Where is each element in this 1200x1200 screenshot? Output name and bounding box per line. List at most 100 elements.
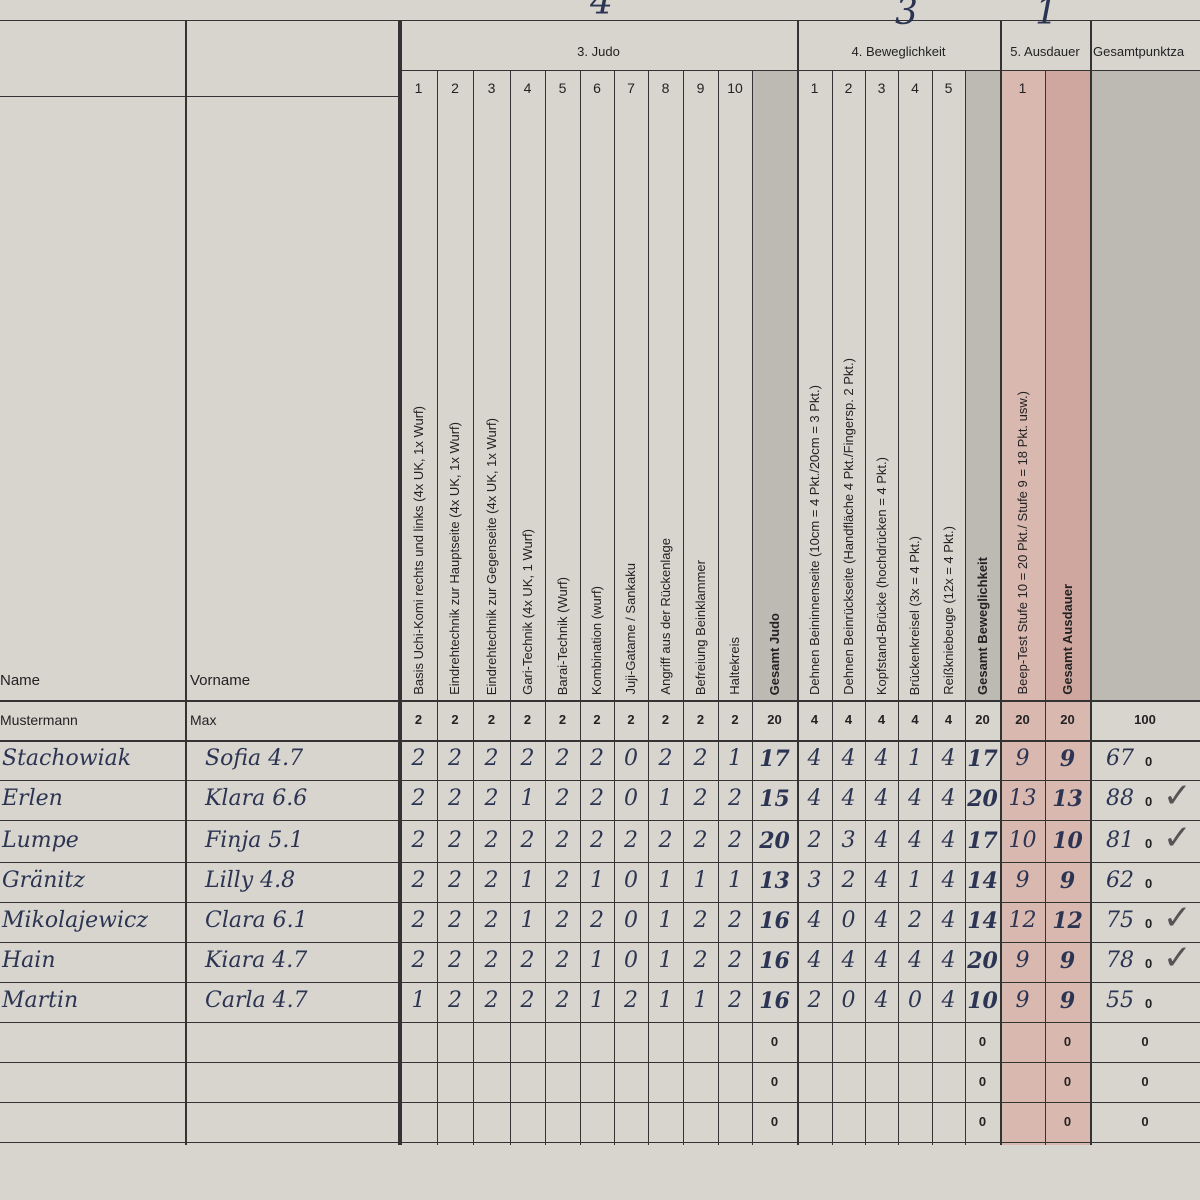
- score: 2: [555, 868, 570, 893]
- score: 2: [484, 948, 499, 973]
- column-header: Vorname: [190, 672, 251, 689]
- column-max: 2: [523, 712, 532, 727]
- score: 2: [728, 828, 742, 853]
- score: 1: [520, 786, 535, 811]
- section-total: 17: [967, 746, 998, 772]
- grid-line: [0, 820, 1200, 821]
- score: 4: [807, 746, 822, 771]
- score: 3: [841, 828, 856, 853]
- grid-line: [0, 1102, 1200, 1103]
- score: 4: [941, 988, 956, 1013]
- score: 4: [807, 786, 822, 811]
- student-vorname: Carla 4.7: [205, 988, 308, 1013]
- score: 4: [941, 746, 956, 771]
- grid-line: [683, 70, 684, 1145]
- score: 2: [448, 746, 462, 771]
- column-number: 7: [627, 80, 635, 96]
- column-max: 4: [877, 712, 886, 727]
- score: 2: [590, 828, 604, 853]
- score: 2: [590, 746, 604, 771]
- score: 2: [411, 786, 426, 811]
- column-label: Eindrehtechnik zur Gegenseite (4x UK, 1x…: [483, 417, 499, 695]
- score: 2: [411, 868, 426, 893]
- score: 2: [520, 828, 535, 853]
- column-number: 3: [877, 80, 886, 96]
- score: 12: [1008, 908, 1037, 933]
- student-name: Erlen: [2, 786, 63, 811]
- score: 1: [590, 948, 604, 973]
- score: 2: [807, 828, 822, 853]
- grid-line: [0, 862, 1200, 863]
- score: 2: [448, 948, 462, 973]
- section-total: 17: [759, 746, 790, 772]
- grid-line: [0, 740, 1200, 742]
- column-max: 2: [696, 712, 705, 727]
- grid-line: [1090, 20, 1092, 1145]
- score: 2: [693, 948, 708, 973]
- section-total: 15: [759, 786, 790, 812]
- column-max: 2: [627, 712, 635, 727]
- score: 1: [658, 786, 673, 811]
- score: 2: [411, 948, 426, 973]
- score: 2: [520, 948, 535, 973]
- column-label: Reißkniebeuge (12x = 4 Pkt.): [940, 526, 956, 695]
- score: 2: [555, 828, 570, 853]
- score: 1: [658, 868, 673, 893]
- grid-line: [0, 20, 1200, 21]
- student-vorname: Clara 6.1: [205, 908, 308, 933]
- score: 4: [941, 908, 956, 933]
- section-total: 13: [1052, 786, 1083, 812]
- grid-line: [0, 700, 1200, 702]
- score: 13: [1008, 786, 1037, 811]
- column-number: 4: [911, 80, 919, 96]
- student-vorname: Kiara 4.7: [205, 948, 308, 973]
- grand-total: 0: [1141, 1034, 1149, 1049]
- score: 4: [841, 948, 856, 973]
- column-max: 4: [911, 712, 919, 727]
- column-label: Dehnen Beinrückseite (Handfläche 4 Pkt./…: [840, 358, 856, 695]
- section-total: 10: [1052, 828, 1083, 854]
- grid-line: [1045, 70, 1046, 1145]
- score: 9: [1015, 988, 1030, 1013]
- score: 1: [728, 868, 742, 893]
- grid-line: [510, 70, 511, 1145]
- section-total: 0: [770, 1114, 779, 1129]
- column-number: 3: [487, 80, 496, 96]
- grid-line: [752, 70, 753, 1145]
- grid-line: [0, 96, 398, 97]
- section-total: 0: [978, 1034, 987, 1049]
- check-mark: ✓: [1163, 776, 1192, 816]
- score: 2: [484, 786, 499, 811]
- grid-line: [614, 70, 615, 1145]
- note: 0: [1145, 754, 1153, 769]
- note: 0: [1145, 956, 1153, 971]
- grid-line: [797, 20, 799, 1145]
- score: 2: [693, 908, 708, 933]
- grand-total: 0: [1141, 1114, 1149, 1129]
- column-max: 2: [451, 712, 459, 727]
- section-total: 10: [967, 988, 998, 1014]
- grand-total: 62: [1106, 868, 1134, 893]
- score: 2: [624, 988, 638, 1013]
- score: 0: [908, 988, 922, 1013]
- column-max: 2: [661, 712, 670, 727]
- column-label: Gari-Technik (4x UK, 1 Wurf): [519, 529, 535, 695]
- handwritten-mark: 1: [1035, 0, 1058, 33]
- section-total: 0: [1063, 1034, 1072, 1049]
- score: 4: [874, 988, 889, 1013]
- score: 1: [590, 988, 604, 1013]
- score: 2: [411, 828, 426, 853]
- grid-line: [398, 20, 400, 1145]
- column-header: Name: [0, 672, 41, 689]
- column-label: Juji-Gatame / Sankaku: [623, 563, 638, 695]
- score: 2: [555, 908, 570, 933]
- grand-total: 0: [1141, 1074, 1149, 1089]
- student-name: Stachowiak: [2, 746, 132, 771]
- score: 2: [411, 746, 426, 771]
- column-label: Eindrehtechnik zur Hauptseite (4x UK, 1x…: [447, 422, 462, 695]
- section-total: 16: [759, 988, 790, 1014]
- total-label: Gesamt Ausdauer: [1059, 584, 1075, 695]
- score: 2: [555, 746, 570, 771]
- grand-total-shade: [1090, 70, 1200, 700]
